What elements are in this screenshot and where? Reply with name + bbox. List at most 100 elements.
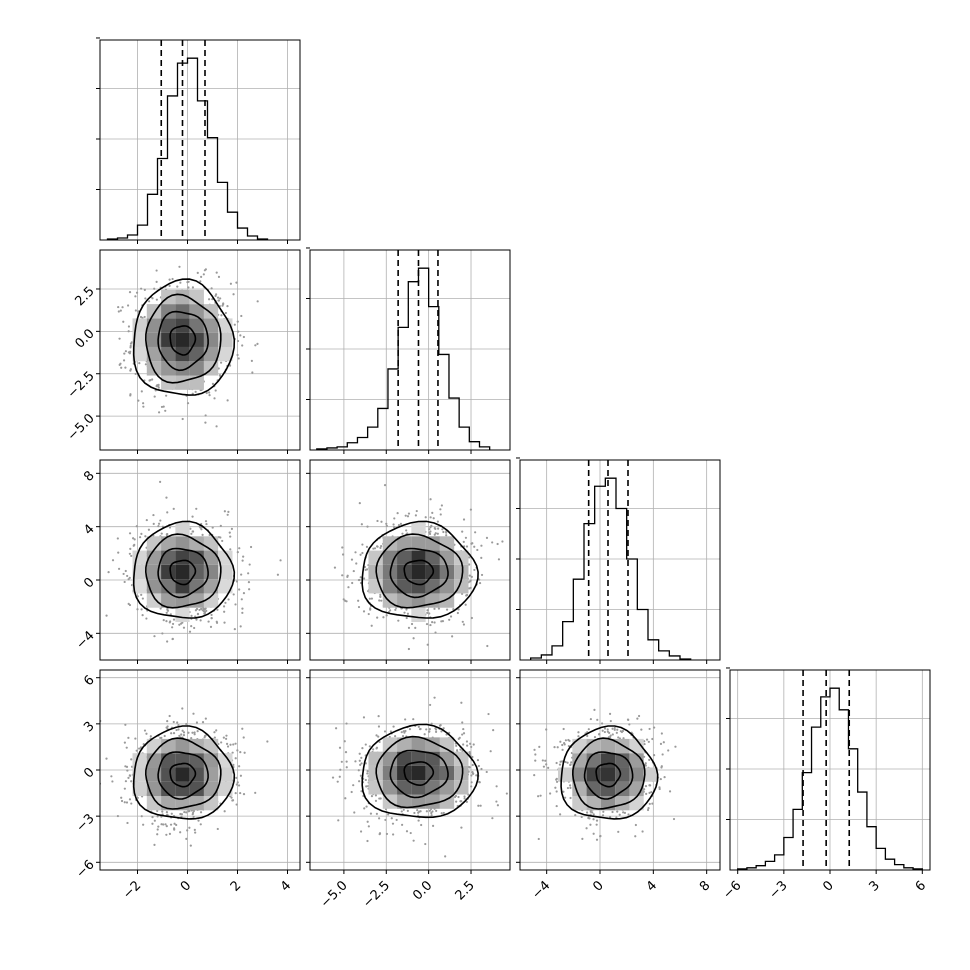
- scatter-point: [163, 734, 166, 738]
- scatter-point: [415, 509, 418, 513]
- scatter-point: [351, 581, 354, 585]
- scatter-point: [145, 617, 148, 620]
- density-cell: [558, 767, 573, 782]
- scatter-point: [240, 314, 243, 318]
- scatter-point: [203, 610, 206, 613]
- density-cell: [439, 536, 455, 551]
- scatter-point: [623, 811, 627, 814]
- scatter-point: [406, 809, 409, 812]
- scatter-point: [215, 293, 218, 296]
- scatter-point: [478, 781, 481, 784]
- scatter-point: [153, 819, 156, 822]
- scatter-point: [648, 758, 651, 761]
- scatter-point: [401, 823, 404, 826]
- scatter-point: [165, 833, 168, 836]
- scatter-point: [441, 528, 444, 531]
- density-cell: [146, 536, 162, 551]
- scatter-point: [254, 344, 257, 347]
- scatter-point: [165, 620, 168, 623]
- scatter-point: [189, 844, 192, 847]
- scatter-point: [165, 496, 168, 499]
- contour-2: [144, 533, 222, 609]
- density-cell: [161, 781, 176, 797]
- axes-frame: [309, 249, 511, 451]
- scatter-point: [141, 597, 144, 600]
- scatter-point: [474, 531, 477, 534]
- scatter-point: [107, 571, 110, 574]
- scatter-point: [634, 823, 637, 827]
- scatter-point: [380, 545, 383, 548]
- scatter-point: [659, 777, 662, 781]
- scatter-point: [177, 724, 180, 727]
- scatter-point: [404, 514, 407, 517]
- density-cell: [425, 579, 440, 594]
- scatter-point: [334, 727, 338, 730]
- density-cell: [189, 738, 204, 754]
- scatter-point: [555, 761, 558, 765]
- scatter-point: [440, 730, 443, 733]
- scatter-point: [617, 830, 620, 833]
- histogram-x3: [737, 687, 923, 870]
- scatter-point: [387, 813, 390, 816]
- density-cell: [146, 593, 162, 608]
- scatter-point: [359, 830, 363, 833]
- scatter-point: [362, 577, 366, 580]
- scatter-point: [199, 811, 203, 814]
- scatter-point: [376, 545, 379, 548]
- scatter-point: [378, 599, 381, 602]
- density-cell: [382, 536, 398, 551]
- scatter-point: [369, 812, 373, 815]
- scatter-point: [128, 798, 132, 801]
- scatter-point: [379, 593, 382, 596]
- scatter-point: [569, 786, 572, 789]
- scatter-point: [611, 733, 614, 736]
- scatter-point: [182, 626, 186, 629]
- scatter-point: [211, 526, 214, 529]
- scatter-point: [566, 786, 570, 790]
- density-cell: [397, 737, 412, 752]
- scatter-point: [233, 323, 236, 326]
- scatter-point: [437, 527, 440, 530]
- scatter-point: [149, 735, 152, 738]
- scatter-point: [241, 611, 244, 614]
- scatter-point: [361, 543, 364, 546]
- density-cell: [425, 780, 440, 795]
- scatter-point: [392, 833, 395, 836]
- y-tick-label: −2.5: [65, 369, 98, 402]
- scatter-point: [634, 835, 637, 838]
- histogram-x2: [530, 477, 692, 660]
- scatter-point: [141, 614, 144, 617]
- scatter-point: [370, 624, 373, 627]
- scatter-point: [359, 576, 362, 579]
- scatter-point: [429, 526, 432, 529]
- scatter-point: [457, 608, 460, 611]
- scatter-point: [192, 809, 196, 813]
- scatter-point: [165, 810, 169, 814]
- scatter-point: [622, 737, 625, 740]
- scatter-point: [173, 827, 176, 830]
- scatter-point: [128, 774, 131, 777]
- scatter-point: [134, 295, 137, 298]
- scatter-point: [466, 744, 469, 747]
- scatter-point: [166, 511, 169, 514]
- scatter-point: [144, 363, 148, 366]
- scatter-point: [487, 712, 490, 716]
- scatter-point: [462, 732, 466, 735]
- scatter-point: [157, 525, 160, 528]
- scatter-point: [172, 507, 175, 510]
- scatter-point: [375, 747, 378, 750]
- scatter-point: [368, 597, 371, 600]
- y-tick-label: −4: [73, 628, 97, 652]
- scatter-point: [661, 753, 664, 756]
- contour-0: [595, 762, 622, 788]
- scatter-point: [340, 760, 343, 763]
- contour-0: [169, 325, 197, 356]
- panel-3-2: −4 0 4 8: [516, 669, 721, 902]
- scatter-point: [127, 351, 130, 354]
- y-tick-label: −3: [73, 811, 97, 835]
- scatter-point: [140, 532, 143, 536]
- scatter-point: [126, 769, 129, 772]
- scatter-point: [465, 593, 469, 597]
- contour-2: [375, 533, 464, 609]
- contour-0: [169, 762, 197, 788]
